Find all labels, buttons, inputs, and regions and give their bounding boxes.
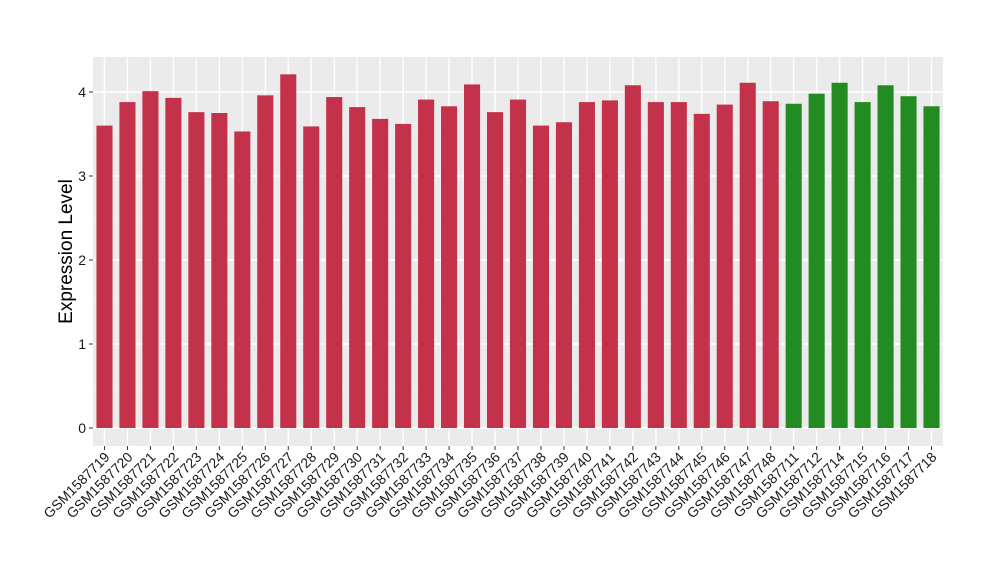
bar-GSM1587745 — [693, 113, 710, 428]
y-tick-label: 2 — [78, 252, 86, 268]
y-tick-label: 1 — [78, 336, 86, 352]
y-axis-title: Expression Level — [56, 179, 77, 324]
bar-GSM1587714 — [831, 82, 848, 428]
bar-GSM1587717 — [900, 96, 917, 428]
bar-GSM1587730 — [349, 107, 366, 429]
bar-GSM1587726 — [257, 95, 274, 429]
bar-GSM1587719 — [96, 125, 113, 428]
bar-GSM1587736 — [486, 112, 504, 428]
bar-GSM1587728 — [303, 126, 320, 428]
bar-GSM1587723 — [188, 112, 205, 428]
bar-GSM1587731 — [372, 118, 389, 428]
bars — [96, 74, 940, 429]
bar-GSM1587740 — [578, 102, 595, 428]
bar-GSM1587722 — [165, 97, 182, 428]
bar-GSM1587743 — [647, 102, 664, 428]
bar-GSM1587738 — [532, 125, 550, 428]
y-tick-label: 0 — [78, 420, 86, 436]
bar-GSM1587748 — [762, 101, 779, 429]
x-axis: GSM1587719GSM1587720GSM1587721GSM1587722… — [40, 446, 940, 521]
bar-GSM1587729 — [326, 97, 343, 428]
bar-GSM1587721 — [142, 91, 159, 428]
bar-GSM1587727 — [280, 74, 297, 429]
bar-GSM1587718 — [923, 106, 940, 428]
bar-GSM1587737 — [509, 99, 527, 428]
bar-GSM1587733 — [418, 99, 435, 428]
bar-GSM1587739 — [555, 122, 572, 429]
bar-GSM1587725 — [234, 131, 251, 429]
bar-GSM1587742 — [624, 85, 641, 428]
bar-GSM1587724 — [211, 113, 228, 428]
bar-GSM1587747 — [739, 82, 756, 428]
bar-GSM1587720 — [119, 102, 136, 428]
bar-GSM1587734 — [441, 106, 458, 428]
bar-GSM1587744 — [670, 102, 687, 428]
y-axis: 0 1 2 3 4 — [78, 84, 93, 436]
bar-GSM1587735 — [464, 84, 481, 428]
bar-GSM1587716 — [877, 85, 894, 428]
bar-GSM1587746 — [716, 104, 733, 428]
bar-GSM1587741 — [601, 100, 618, 429]
y-tick-label: 4 — [78, 84, 86, 100]
bar-GSM1587732 — [395, 123, 412, 429]
y-tick-label: 3 — [78, 168, 86, 184]
bar-GSM1587711 — [785, 103, 802, 428]
bar-GSM1587715 — [854, 102, 871, 428]
bar-GSM1587712 — [808, 93, 825, 429]
